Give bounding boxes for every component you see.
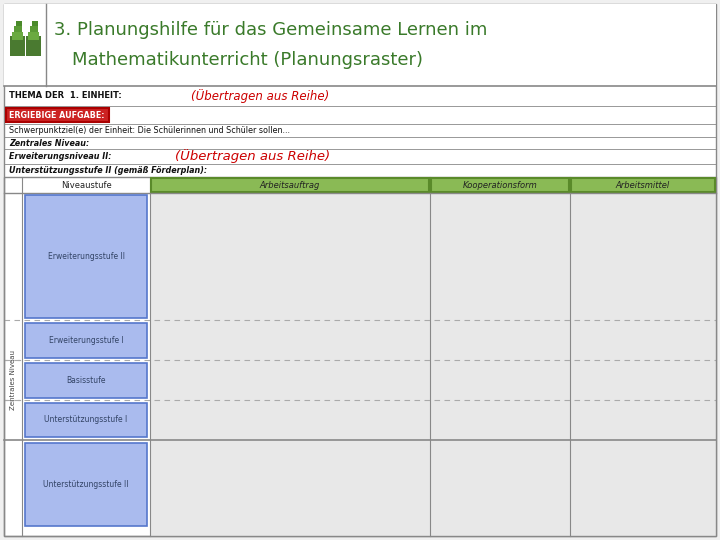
Bar (150, 193, 430, 536)
Text: Unterstützungsstufe I: Unterstützungsstufe I (45, 415, 127, 424)
Bar (4, 4, 716, 86)
Bar (570, 193, 716, 536)
Text: Kooperationsform: Kooperationsform (463, 180, 537, 190)
Bar (571, 178, 715, 192)
Text: Mathematikunterricht (Planungsraster): Mathematikunterricht (Planungsraster) (72, 51, 423, 69)
Bar (16, 21, 22, 26)
Text: Arbeitsauftrag: Arbeitsauftrag (260, 180, 320, 190)
Bar (25, 323, 147, 358)
Bar (12, 32, 23, 40)
Text: Erweiterungsstufe I: Erweiterungsstufe I (49, 336, 123, 345)
Text: Unterstützungsstufe II (gemäß Förderplan):: Unterstützungsstufe II (gemäß Förderplan… (9, 166, 207, 175)
Bar (26, 36, 41, 56)
Bar (25, 363, 147, 398)
Text: 3. Planungshilfe für das Gemeinsame Lernen im: 3. Planungshilfe für das Gemeinsame Lern… (54, 21, 487, 39)
Bar (14, 26, 22, 32)
Bar (10, 36, 25, 56)
Text: THEMA DER  1. EINHEIT:: THEMA DER 1. EINHEIT: (9, 91, 122, 100)
Bar (4, 177, 716, 536)
Bar (431, 178, 569, 192)
Bar (30, 26, 38, 32)
Bar (25, 403, 147, 437)
Text: (Übertragen aus Reihe): (Übertragen aus Reihe) (191, 89, 329, 103)
Text: Niveaustufe: Niveaustufe (60, 180, 112, 190)
Text: (Übertragen aus Reihe): (Übertragen aus Reihe) (175, 150, 330, 164)
Text: ERGIEBIGE AUFGABE:: ERGIEBIGE AUFGABE: (9, 111, 104, 119)
Bar (25, 195, 147, 318)
Text: Zentrales Niveau:: Zentrales Niveau: (9, 138, 89, 147)
Text: Schwerpunktziel(e) der Einheit: Die Schülerinnen und Schüler sollen...: Schwerpunktziel(e) der Einheit: Die Schü… (9, 126, 290, 135)
Text: Erweiterungsniveau II:: Erweiterungsniveau II: (9, 152, 112, 161)
Bar (25, 443, 147, 526)
Text: Erweiterungsstufe II: Erweiterungsstufe II (48, 252, 125, 261)
Bar (430, 193, 570, 536)
Bar (28, 32, 39, 40)
Text: Unterstützungsstufe II: Unterstützungsstufe II (43, 480, 129, 489)
Bar (6, 108, 109, 122)
Text: Arbeitsmittel: Arbeitsmittel (616, 180, 670, 190)
Text: Basisstufe: Basisstufe (66, 376, 106, 385)
Bar (151, 178, 429, 192)
Text: Zentrales Niveau: Zentrales Niveau (10, 350, 16, 410)
Bar (32, 21, 38, 26)
